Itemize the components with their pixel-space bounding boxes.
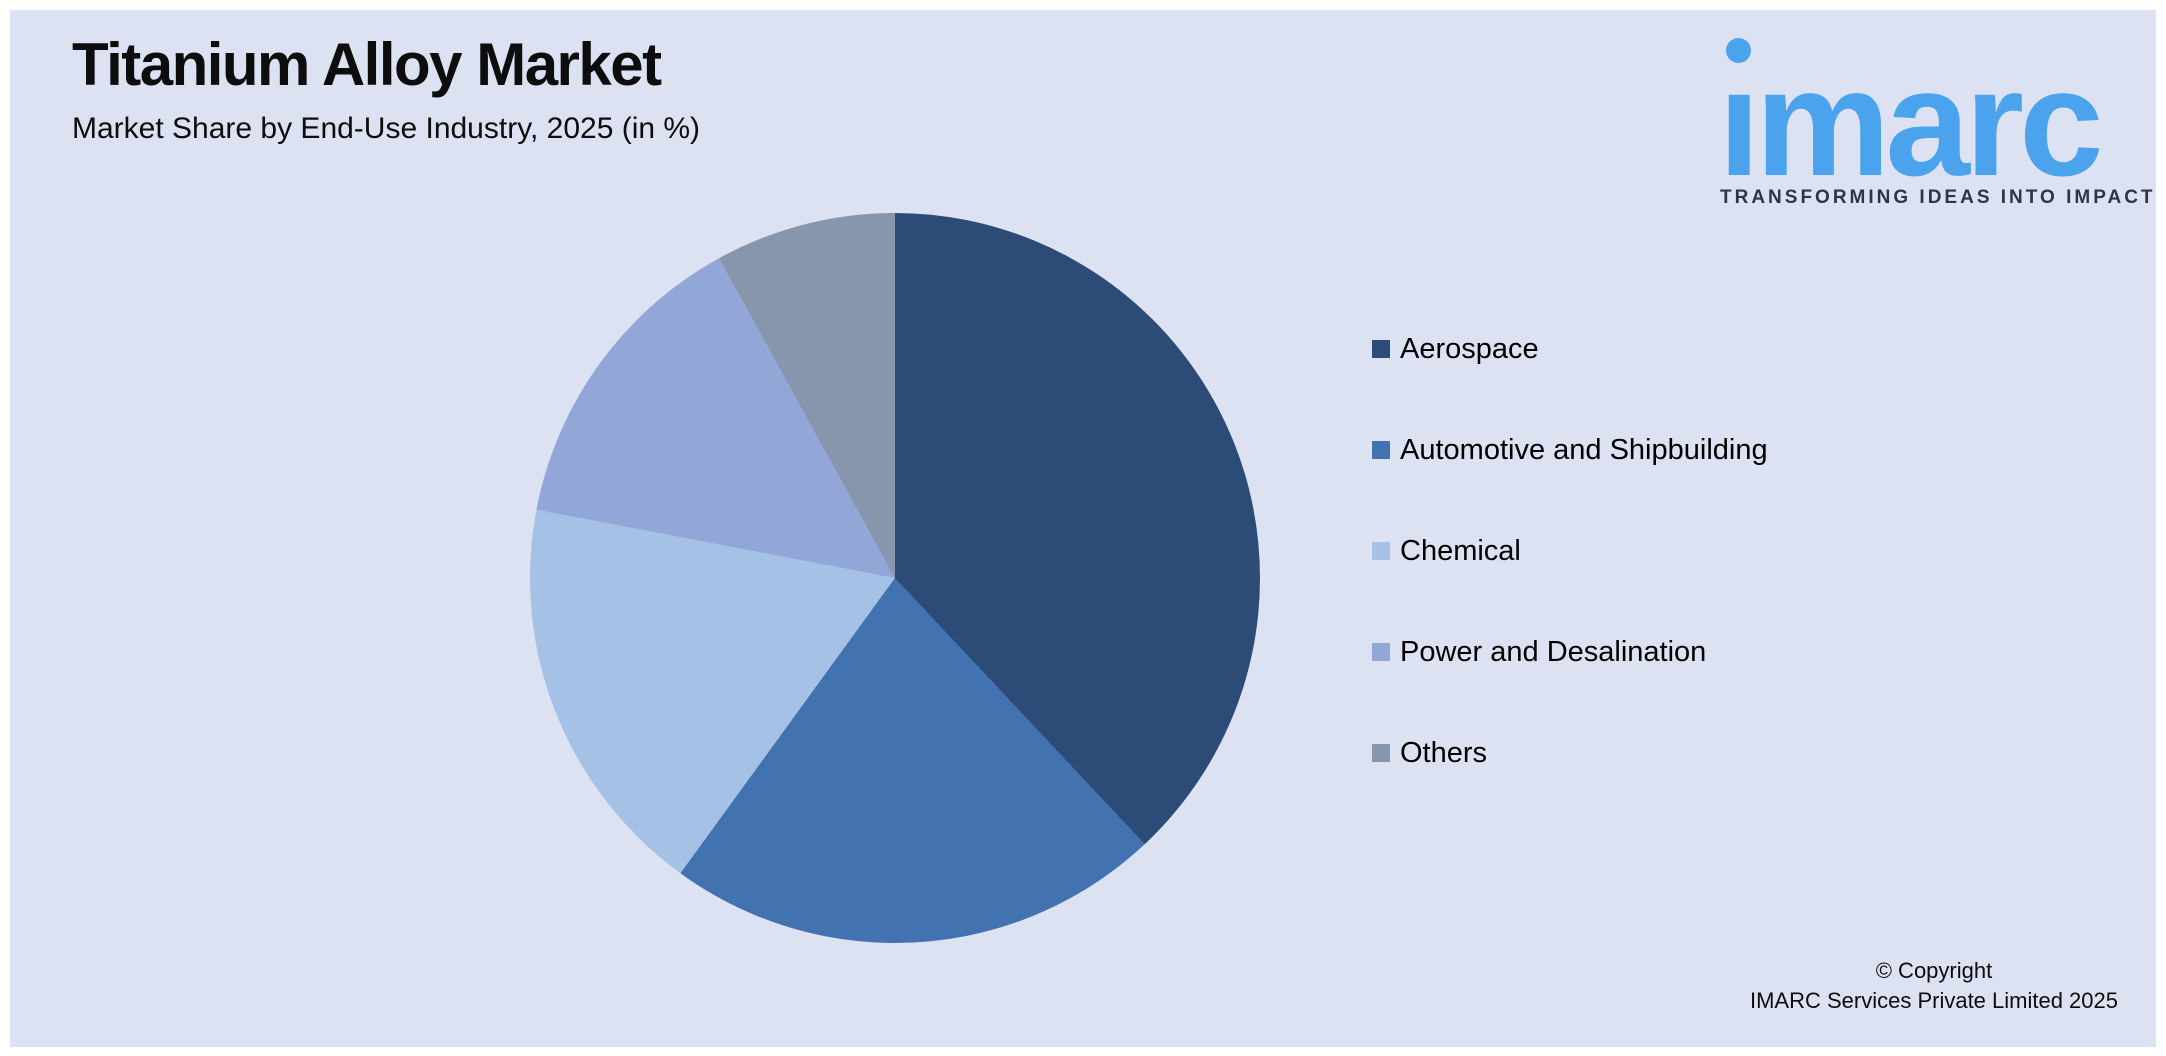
legend: Aerospace Automotive and Shipbuilding Ch…: [1372, 332, 1768, 837]
legend-swatch: [1372, 542, 1390, 560]
chart-panel: Titanium Alloy Market Market Share by En…: [10, 10, 2156, 1047]
legend-item: Power and Desalination: [1372, 635, 1768, 669]
chart-subtitle: Market Share by End-Use Industry, 2025 (…: [72, 112, 701, 145]
legend-label: Aerospace: [1400, 332, 1539, 365]
logo-tagline: TRANSFORMING IDEAS INTO IMPACT: [1720, 187, 2156, 208]
copyright-line2: IMARC Services Private Limited 2025: [1749, 988, 2118, 1013]
legend-item: Chemical: [1372, 534, 1768, 568]
pie-chart: [530, 213, 1260, 943]
legend-label: Automotive and Shipbuilding: [1400, 433, 1768, 466]
logo-wordmark: ımarc: [1718, 38, 2104, 208]
logo-dot-icon: [1726, 38, 1751, 63]
chart-title: Titanium Alloy Market: [72, 31, 662, 98]
legend-swatch: [1372, 643, 1390, 661]
legend-swatch: [1372, 744, 1390, 762]
imarc-logo: ımarc TRANSFORMING IDEAS INTO IMPACT: [1718, 38, 2153, 223]
copyright-line1: © Copyright: [1875, 958, 1993, 983]
legend-label: Power and Desalination: [1400, 635, 1707, 668]
legend-swatch: [1372, 340, 1390, 358]
legend-swatch: [1372, 441, 1390, 459]
legend-label: Chemical: [1400, 534, 1521, 567]
legend-item: Automotive and Shipbuilding: [1372, 433, 1768, 467]
legend-label: Others: [1400, 736, 1488, 769]
copyright: © Copyright IMARC Services Private Limit…: [1750, 956, 2118, 1016]
legend-item: Aerospace: [1372, 332, 1768, 366]
legend-item: Others: [1372, 736, 1768, 770]
